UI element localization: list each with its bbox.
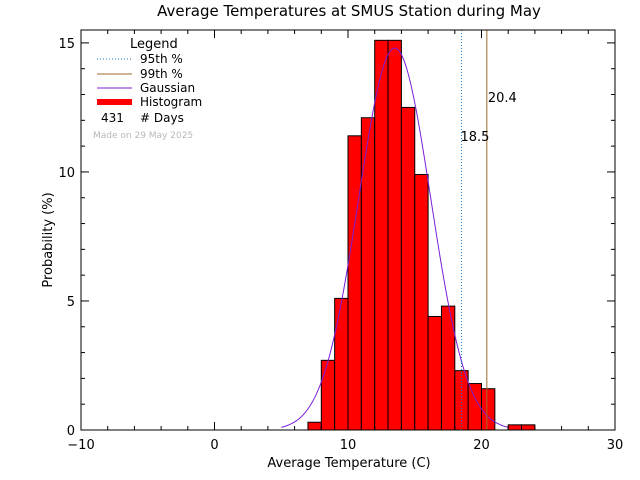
histogram-bar-13	[481, 388, 496, 431]
x-tick-label: −10	[67, 438, 94, 453]
legend-label-0: 95th %	[140, 52, 183, 66]
legend-label-3: Histogram	[140, 95, 202, 109]
p99-label: 20.4	[488, 91, 517, 106]
gaussian-curve	[281, 47, 509, 428]
histogram-bar-2	[334, 297, 349, 431]
x-tick-label: 20	[473, 438, 490, 453]
histogram-bar-6	[387, 39, 402, 431]
histogram-bar-11	[454, 370, 469, 431]
legend-days-count: 431	[101, 111, 124, 125]
p95-label: 18.5	[460, 130, 489, 145]
y-tick-label: 10	[58, 166, 75, 181]
y-tick-label: 5	[67, 295, 75, 310]
x-tick-label: 10	[340, 438, 357, 453]
histogram-bar-9	[427, 315, 442, 431]
y-tick-label: 15	[58, 37, 75, 52]
chart-title: Average Temperatures at SMUS Station dur…	[157, 2, 541, 20]
y-axis-title: Probability (%)	[41, 192, 56, 287]
legend-days-label: # Days	[140, 111, 184, 125]
histogram-bar-5	[374, 39, 389, 431]
histogram-bar-0	[307, 421, 322, 431]
made-on-note: Made on 29 May 2025	[93, 131, 193, 141]
histogram-bar-4	[360, 117, 376, 431]
x-tick-label: 30	[607, 438, 624, 453]
histogram-bar-3	[347, 135, 362, 431]
histogram-bar-8	[414, 174, 429, 431]
legend-label-2: Gaussian	[140, 81, 195, 95]
x-axis-title: Average Temperature (C)	[267, 456, 430, 471]
legend-title: Legend	[130, 37, 178, 52]
y-tick-label: 0	[67, 424, 75, 439]
histogram-bar-14	[507, 424, 523, 431]
histogram-bar-15	[521, 424, 536, 431]
legend-label-1: 99th %	[140, 67, 183, 81]
histogram-bar-1	[320, 359, 336, 431]
histogram-bar-7	[400, 106, 416, 431]
x-tick-label: 0	[210, 438, 218, 453]
